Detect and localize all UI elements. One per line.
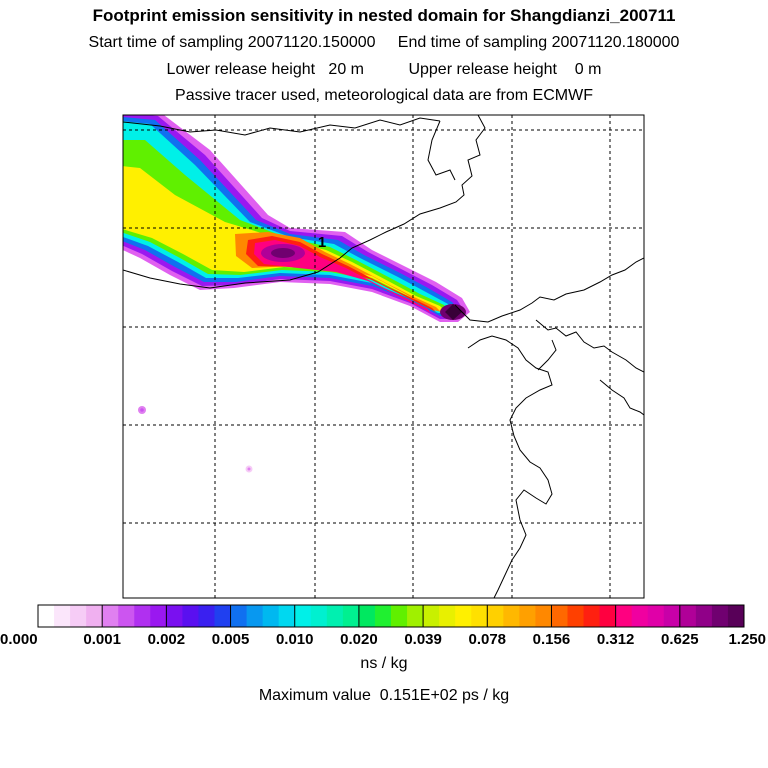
colorbar-segment xyxy=(663,605,681,627)
maximum-value: Maximum value 0.151E+02 ps / kg xyxy=(258,687,510,704)
colorbar-segment xyxy=(262,605,280,627)
colorbar-segment xyxy=(455,605,472,627)
colorbar-segment xyxy=(407,605,424,627)
colorbar-segment xyxy=(471,605,488,627)
colorbar-segment xyxy=(326,605,344,627)
tracer-info-line: Passive tracer used, meteorological data… xyxy=(175,87,593,104)
colorbar-tick-label: 0.005 xyxy=(212,631,250,648)
colorbar-tick-label: 0.078 xyxy=(468,631,506,648)
colorbar-segment xyxy=(374,605,392,627)
colorbar-segment xyxy=(583,605,601,627)
colorbar-frame xyxy=(37,604,745,628)
plume-green xyxy=(123,140,450,312)
colorbar-segment xyxy=(391,605,408,627)
colorbar-segment xyxy=(70,605,87,627)
colorbar-segment xyxy=(439,605,456,627)
colorbar-segment xyxy=(150,605,167,627)
colorbar-segment xyxy=(38,605,55,627)
colorbar-segment xyxy=(535,605,552,627)
colorbar-segment xyxy=(118,605,135,627)
colorbar-segment xyxy=(310,605,328,627)
colorbar-segment xyxy=(86,605,103,627)
colorbar-segment xyxy=(166,605,183,627)
map-frame xyxy=(122,114,645,599)
colorbar-segment xyxy=(134,605,151,627)
colorbar-segment xyxy=(230,605,248,627)
colorbar xyxy=(37,604,745,628)
colorbar-segment xyxy=(567,605,585,627)
colorbar-segment xyxy=(695,605,713,627)
colorbar-tick-label: 0.020 xyxy=(340,631,378,648)
release-height-line: Lower release height 20 m Upper release … xyxy=(166,61,602,78)
colorbar-segment xyxy=(727,605,745,627)
colorbar-segment xyxy=(503,605,520,627)
colorbar-segment xyxy=(615,605,633,627)
colorbar-segment xyxy=(551,605,568,627)
colorbar-segment xyxy=(198,605,215,627)
colorbar-segment xyxy=(54,605,71,627)
colorbar-tick-label: 0.625 xyxy=(661,631,699,648)
colorbar-segment xyxy=(342,605,360,627)
isolated-speck-2-center xyxy=(247,467,251,471)
colorbar-segment xyxy=(679,605,697,627)
plume-core-west-dark xyxy=(271,248,295,258)
colorbar-segment xyxy=(487,605,504,627)
colorbar-tick-label: 0.002 xyxy=(148,631,186,648)
colorbar-segment xyxy=(423,605,440,627)
colorbar-segment xyxy=(246,605,264,627)
colorbar-tick-label: 0.000 xyxy=(0,631,38,648)
colorbar-segment xyxy=(294,605,312,627)
colorbar-tick-label: 0.001 xyxy=(83,631,121,648)
colorbar-segment xyxy=(711,605,729,627)
map-coastlines xyxy=(123,115,644,598)
chart-title: Footprint emission sensitivity in nested… xyxy=(92,6,676,25)
colorbar-tick-label: 1.250 xyxy=(728,631,766,648)
colorbar-segment xyxy=(647,605,665,627)
colorbar-segment xyxy=(102,605,119,627)
colorbar-segment xyxy=(599,605,617,627)
isolated-speck-1-center xyxy=(140,408,144,412)
plume-core-east-dark xyxy=(445,304,462,320)
release-site-label: 1 xyxy=(318,234,326,251)
colorbar-segment xyxy=(214,605,232,627)
colorbar-segment xyxy=(358,605,376,627)
colorbar-tick-labels: 0.000 0.001 0.002 0.005 0.010 0.020 0.039 0.078… xyxy=(0,631,766,648)
colorbar-tick-label: 0.312 xyxy=(597,631,635,648)
colorbar-tick-label: 0.039 xyxy=(404,631,442,648)
colorbar-segment xyxy=(278,605,296,627)
colorbar-units: ns / kg xyxy=(360,655,408,672)
colorbar-tick-label: 0.010 xyxy=(276,631,314,648)
colorbar-segment xyxy=(519,605,536,627)
colorbar-tick-label: 0.156 xyxy=(533,631,571,648)
sampling-time-line: Start time of sampling 20071120.150000 E… xyxy=(88,34,680,51)
footprint-plume xyxy=(123,115,470,473)
colorbar-segment xyxy=(182,605,199,627)
colorbar-segment xyxy=(631,605,649,627)
